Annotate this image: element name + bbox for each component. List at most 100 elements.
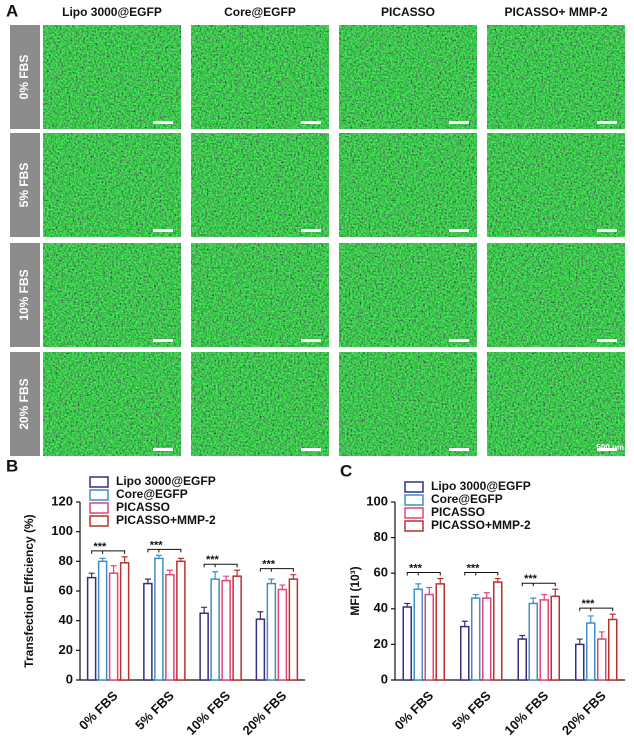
micrograph xyxy=(191,243,329,347)
x-tick-label: 20% FBS xyxy=(559,688,609,738)
micrograph xyxy=(191,25,329,129)
scale-bar xyxy=(153,339,173,342)
legend-label: Core@EGFP xyxy=(116,487,188,501)
significance-label: *** xyxy=(524,573,538,585)
x-tick-label: 10% FBS xyxy=(183,688,233,738)
bar xyxy=(221,579,231,681)
bar xyxy=(471,597,481,681)
column-header: Lipo 3000@EGFP xyxy=(62,5,162,19)
bar xyxy=(154,557,164,681)
significance-label: *** xyxy=(262,559,276,571)
micrograph xyxy=(487,25,625,129)
error-bar xyxy=(483,592,490,599)
legend-label: Lipo 3000@EGFP xyxy=(116,474,216,488)
y-tick-label: 60 xyxy=(374,565,388,580)
scale-bar xyxy=(597,121,617,124)
error-bar xyxy=(576,638,583,645)
bar xyxy=(176,560,186,681)
micrograph xyxy=(191,352,329,456)
bar xyxy=(460,625,470,681)
significance-label: *** xyxy=(467,562,481,574)
panel-label: A xyxy=(6,1,18,20)
y-tick-label: 120 xyxy=(51,493,73,508)
y-tick-label: 100 xyxy=(51,523,73,538)
row-label: 10% FBS xyxy=(17,269,31,320)
error-bar xyxy=(212,571,219,580)
error-bar xyxy=(110,565,117,574)
error-bar xyxy=(437,577,444,584)
scale-bar xyxy=(153,229,173,232)
y-axis-label: MFI (10³) xyxy=(348,566,362,615)
significance-label: *** xyxy=(409,562,423,574)
bar xyxy=(210,578,220,681)
micrograph xyxy=(339,352,477,456)
y-tick-label: 80 xyxy=(59,553,73,568)
bar xyxy=(608,618,618,681)
x-tick-label: 5% FBS xyxy=(132,688,177,733)
x-tick-label: 10% FBS xyxy=(501,688,551,738)
y-tick-label: 0 xyxy=(66,671,73,686)
y-axis-label: Transfection Efficiency (%) xyxy=(22,514,36,667)
x-tick-label: 0% FBS xyxy=(76,688,121,733)
error-bar xyxy=(121,556,128,563)
x-tick-label: 20% FBS xyxy=(239,688,289,738)
legend-swatch xyxy=(404,494,424,506)
row-label: 0% FBS xyxy=(17,55,31,100)
significance-bracket xyxy=(521,582,556,587)
row-label: 5% FBS xyxy=(17,163,31,208)
column-header: PICASSO xyxy=(381,5,435,19)
legend-label: Core@EGFP xyxy=(431,492,503,506)
bar xyxy=(550,595,560,681)
micrograph xyxy=(43,352,181,456)
row-label-box xyxy=(10,133,40,237)
scale-bar xyxy=(301,229,321,232)
error-bar xyxy=(177,557,184,562)
legend-swatch xyxy=(89,515,109,527)
bar xyxy=(143,582,153,681)
micrograph xyxy=(487,133,625,237)
error-bar xyxy=(461,620,468,627)
bar xyxy=(232,575,242,681)
significance-label: *** xyxy=(582,598,596,610)
scale-bar xyxy=(301,339,321,342)
error-bar xyxy=(279,584,286,590)
y-tick-label: 0 xyxy=(381,671,388,686)
error-bar xyxy=(99,557,106,562)
bar xyxy=(517,638,527,681)
error-bar xyxy=(609,613,616,620)
micrograph xyxy=(43,25,181,129)
bar xyxy=(165,573,175,681)
y-tick-label: 60 xyxy=(59,582,73,597)
error-bar xyxy=(598,631,605,640)
micrograph xyxy=(339,133,477,237)
bar xyxy=(266,582,277,681)
error-bar xyxy=(223,575,230,581)
micrograph xyxy=(487,352,625,456)
scale-bar xyxy=(153,121,173,124)
row-label: 20% FBS xyxy=(17,378,31,429)
column-header: Core@EGFP xyxy=(224,5,296,19)
legend-label: PICASSO xyxy=(116,500,170,514)
bar xyxy=(597,638,607,681)
bar xyxy=(86,576,97,681)
micrograph xyxy=(487,243,625,347)
x-tick-label: 5% FBS xyxy=(449,688,494,733)
significance-label: *** xyxy=(150,539,164,551)
error-bar xyxy=(88,572,95,578)
significance-bracket xyxy=(259,568,294,572)
scale-bar xyxy=(597,448,617,451)
legend-label: Lipo 3000@EGFP xyxy=(431,479,531,493)
y-tick-label: 80 xyxy=(374,529,388,544)
bar xyxy=(586,622,596,681)
bar xyxy=(97,560,108,681)
legend-swatch xyxy=(404,520,424,532)
scale-bar xyxy=(449,448,469,451)
significance-bracket xyxy=(91,550,126,554)
micrograph xyxy=(43,133,181,237)
legend-swatch xyxy=(89,489,109,501)
bar xyxy=(277,588,288,681)
bar xyxy=(435,583,445,681)
significance-label: *** xyxy=(206,554,220,566)
error-bar xyxy=(519,634,526,640)
